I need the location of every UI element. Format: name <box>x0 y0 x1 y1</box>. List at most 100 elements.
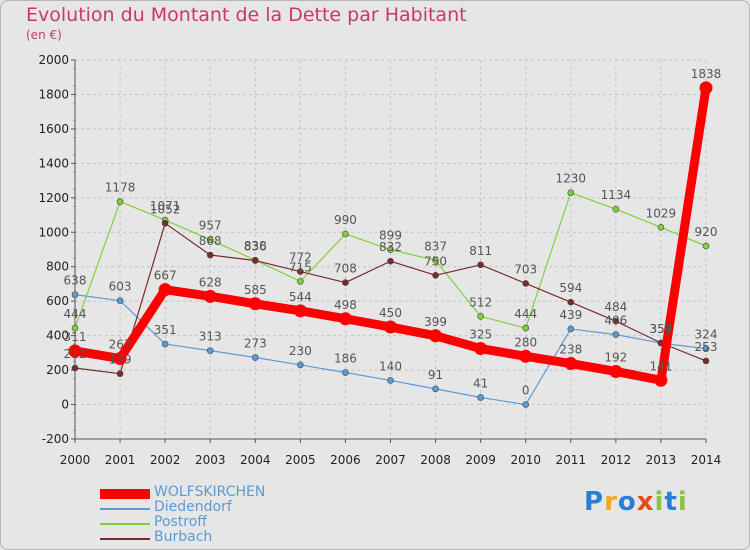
data-point-burbach <box>432 272 439 279</box>
data-label-diedendorf: 603 <box>109 280 132 294</box>
data-point-postroff <box>342 230 349 238</box>
data-point-wolfskirchen <box>474 342 488 356</box>
data-point-wolfskirchen <box>609 364 623 378</box>
data-point-wolfskirchen <box>203 289 217 303</box>
data-label-postroff: 715 <box>289 260 312 274</box>
x-tick-label: 2002 <box>150 453 181 467</box>
data-point-burbach <box>342 279 349 286</box>
chart-subtitle: (en €) <box>26 28 62 42</box>
x-tick-label: 2001 <box>105 453 136 467</box>
data-label-diedendorf: 357 <box>649 322 672 336</box>
data-label-postroff: 1029 <box>646 206 677 220</box>
data-point-diedendorf <box>612 331 620 338</box>
data-point-burbach <box>206 251 214 259</box>
data-point-burbach <box>567 298 575 306</box>
data-label-wolfskirchen: 628 <box>199 275 222 289</box>
y-tick-label: 1400 <box>38 156 69 170</box>
data-label-diedendorf: 230 <box>289 344 312 358</box>
series-lines <box>68 81 713 408</box>
y-tick-label: 200 <box>46 363 69 377</box>
data-label-burbach: 708 <box>334 262 357 276</box>
axes: -200020040060080010001200140016001800200… <box>38 53 721 467</box>
data-point-burbach <box>702 357 710 365</box>
data-label-wolfskirchen: 325 <box>469 328 492 342</box>
data-label-burbach: 811 <box>469 244 492 258</box>
data-label-burbach: 836 <box>244 240 267 254</box>
data-label-diedendorf: 186 <box>334 352 357 366</box>
data-point-burbach <box>612 317 620 325</box>
data-point-diedendorf <box>567 325 575 333</box>
legend-swatch <box>100 538 150 540</box>
y-tick-label: 600 <box>46 294 69 308</box>
data-label-wolfskirchen: 585 <box>244 283 267 297</box>
data-point-postroff <box>612 205 620 213</box>
data-point-postroff <box>702 242 710 250</box>
data-point-postroff <box>206 236 214 243</box>
data-label-diedendorf: 273 <box>244 337 267 351</box>
data-point-postroff <box>116 198 124 205</box>
data-label-wolfskirchen: 238 <box>559 343 582 357</box>
data-label-wolfskirchen: 280 <box>514 335 537 349</box>
data-point-diedendorf <box>702 345 710 353</box>
data-point-diedendorf <box>477 394 484 401</box>
x-tick-label: 2006 <box>330 453 361 467</box>
legend-label: Postroff <box>154 514 207 530</box>
data-label-wolfskirchen: 450 <box>379 306 402 320</box>
data-label-postroff: 1230 <box>556 172 587 186</box>
data-point-wolfskirchen <box>158 283 172 297</box>
data-point-diedendorf <box>251 354 259 361</box>
data-point-postroff <box>387 246 394 253</box>
data-label-burbach: 253 <box>695 340 718 354</box>
y-tick-label: -200 <box>42 432 69 446</box>
data-label-diedendorf: 0 <box>522 384 530 398</box>
data-point-burbach <box>387 257 394 265</box>
data-label-diedendorf: 324 <box>695 328 718 342</box>
data-label-burbach: 1052 <box>150 202 181 216</box>
logo-letter: P <box>584 487 605 517</box>
data-label-wolfskirchen: 498 <box>334 298 357 312</box>
y-tick-label: 1800 <box>38 87 69 101</box>
data-label-diedendorf: 313 <box>199 330 222 344</box>
x-tick-label: 2005 <box>285 453 316 467</box>
data-label-wolfskirchen: 1838 <box>691 67 722 81</box>
data-label-postroff: 1071 <box>150 199 181 213</box>
x-tick-label: 2011 <box>556 453 587 467</box>
data-point-diedendorf <box>161 340 169 348</box>
data-point-wolfskirchen <box>248 297 262 311</box>
x-tick-label: 2012 <box>601 453 632 467</box>
logo-letter: t <box>664 487 678 517</box>
data-point-diedendorf <box>342 369 349 376</box>
data-label-diedendorf: 91 <box>428 368 443 382</box>
data-label-postroff: 444 <box>64 307 87 321</box>
data-label-wolfskirchen: 141 <box>649 359 672 373</box>
x-tick-label: 2013 <box>646 453 677 467</box>
data-label-burbach: 703 <box>514 262 537 276</box>
legend-swatch <box>100 508 150 510</box>
legend-swatch <box>100 523 150 525</box>
legend-label: Burbach <box>154 529 213 545</box>
data-label-burbach: 358 <box>649 322 672 336</box>
data-point-burbach <box>116 370 124 378</box>
data-point-wolfskirchen <box>113 352 127 366</box>
proxiti-logo: Proxiti <box>584 487 688 517</box>
data-point-postroff <box>71 324 79 332</box>
data-labels: 311 267 667 628 585 544 498 450 399 325 280 238 192 1… <box>64 67 722 398</box>
x-tick-label: 2009 <box>465 453 496 467</box>
logo-letter: x <box>636 487 655 517</box>
data-label-diedendorf: 406 <box>604 314 627 328</box>
logo-letter: o <box>617 487 637 517</box>
data-point-diedendorf <box>206 347 214 354</box>
data-label-burbach: 179 <box>109 353 132 367</box>
data-label-burbach: 772 <box>289 251 312 265</box>
data-point-postroff <box>432 257 439 264</box>
data-point-diedendorf <box>71 291 79 298</box>
data-point-burbach <box>71 364 79 372</box>
data-point-postroff <box>522 324 530 332</box>
x-tick-label: 2000 <box>60 453 91 467</box>
data-label-burbach: 212 <box>64 347 87 361</box>
data-label-burbach: 594 <box>559 281 582 295</box>
data-point-postroff <box>297 278 304 285</box>
logo-letter: i <box>654 487 665 517</box>
data-point-wolfskirchen <box>384 320 397 334</box>
